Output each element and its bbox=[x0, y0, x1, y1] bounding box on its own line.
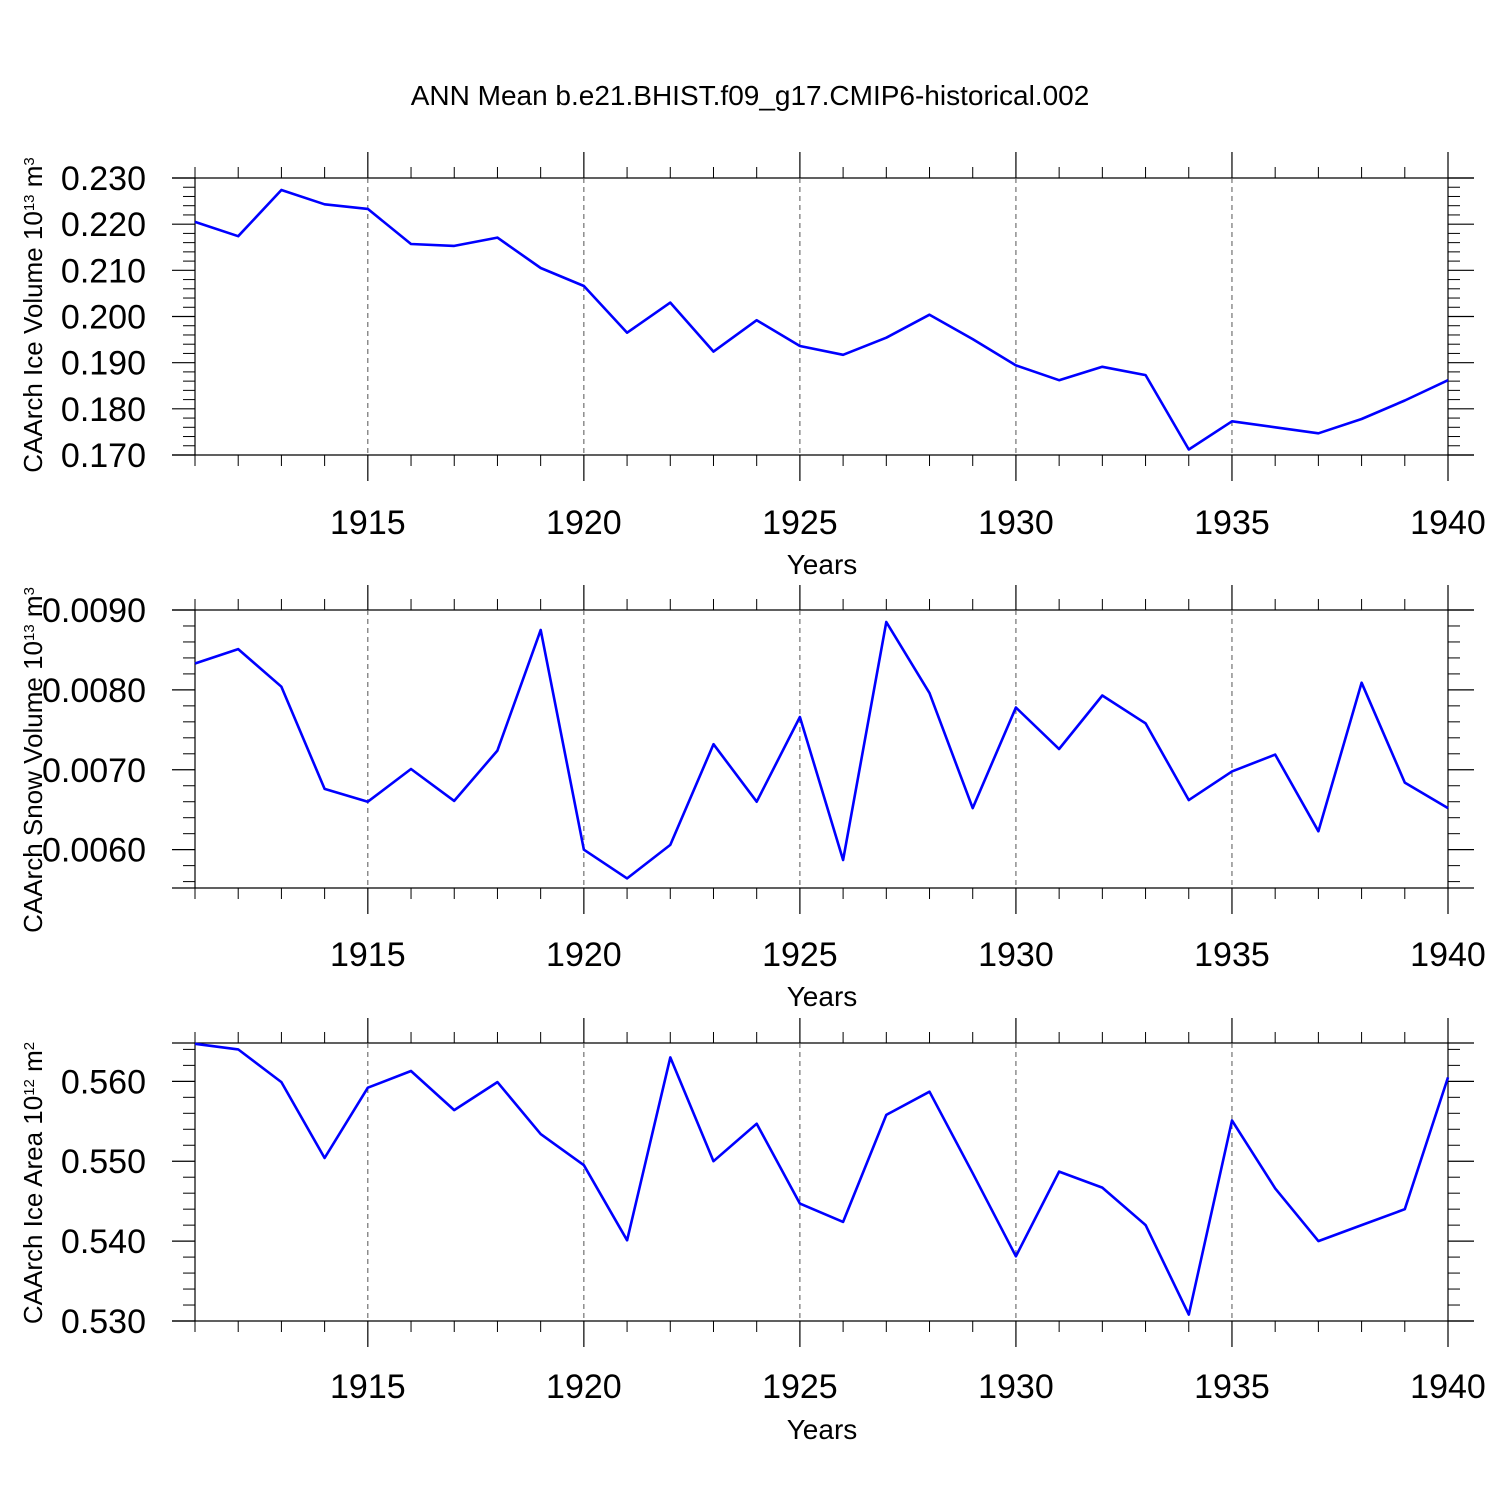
panel3-series-line bbox=[194, 1042, 1450, 1316]
panel2-xtick-label: 1915 bbox=[330, 936, 406, 974]
panel2-ytick-label: 0.0070 bbox=[42, 752, 146, 790]
panel1-xtick-label: 1935 bbox=[1194, 504, 1270, 542]
panel1-y-axis-label: CAArch Ice Volume 1013 m3 bbox=[18, 157, 48, 473]
panel1-ytick-label: 0.170 bbox=[61, 437, 146, 475]
panel3-ytick-label: 0.560 bbox=[61, 1063, 146, 1101]
panel3-ytick-label: 0.550 bbox=[61, 1143, 146, 1181]
panel1-series-line bbox=[194, 188, 1449, 451]
panel3-xtick-label: 1925 bbox=[762, 1368, 838, 1406]
panel1-ytick-label: 0.230 bbox=[61, 160, 146, 198]
panel1-xtick-label: 1915 bbox=[330, 504, 406, 542]
panel1-xtick-label: 1940 bbox=[1410, 504, 1486, 542]
panel2-xtick-label: 1925 bbox=[762, 936, 838, 974]
panel1-ytick-label: 0.200 bbox=[61, 299, 146, 337]
panel2-xtick-label: 1935 bbox=[1194, 936, 1270, 974]
panel1-xtick-label: 1930 bbox=[978, 504, 1054, 542]
panel3-xtick-label: 1920 bbox=[546, 1368, 622, 1406]
panel3-ytick-label: 0.540 bbox=[61, 1223, 146, 1261]
panel1-y-axis-label-text: CAArch Ice Volume 1013 m3 bbox=[18, 157, 48, 473]
figure-title: ANN Mean b.e21.BHIST.f09_g17.CMIP6-histo… bbox=[411, 80, 1090, 111]
panel3-y-axis-label: CAArch Ice Area 1012 m2 bbox=[18, 1042, 48, 1324]
panel1-ytick-label: 0.210 bbox=[61, 252, 146, 290]
panel1-xtick-label: 1925 bbox=[762, 504, 838, 542]
panel2-xtick-label: 1920 bbox=[546, 936, 622, 974]
panel3-y-axis-label-text: CAArch Ice Area 1012 m2 bbox=[18, 1042, 48, 1324]
panel1-ytick-label: 0.180 bbox=[61, 391, 146, 429]
panel2-y-axis-label-text: CAArch Snow Volume 1013 m3 bbox=[18, 587, 48, 933]
panel3-xtick-label: 1915 bbox=[330, 1368, 406, 1406]
panel1-xtick-label: 1920 bbox=[546, 504, 622, 542]
panel1-ytick-label: 0.190 bbox=[61, 345, 146, 383]
panel2-xtick-label: 1940 bbox=[1410, 936, 1486, 974]
panel1-x-axis-label: Years bbox=[787, 549, 858, 580]
panel1-ytick-label: 0.220 bbox=[61, 206, 146, 244]
panel2-ytick-label: 0.0090 bbox=[42, 592, 146, 630]
panel3-xtick-label: 1940 bbox=[1410, 1368, 1486, 1406]
panel2-series-line bbox=[194, 620, 1449, 880]
panel2-xtick-label: 1930 bbox=[978, 936, 1054, 974]
panel3-x-axis-label: Years bbox=[787, 1414, 858, 1445]
panel3-ytick-label: 0.530 bbox=[61, 1303, 146, 1341]
panel3-xtick-label: 1935 bbox=[1194, 1368, 1270, 1406]
panel2-ytick-label: 0.0060 bbox=[42, 832, 146, 870]
panel2-y-axis-label: CAArch Snow Volume 1013 m3 bbox=[18, 587, 48, 933]
panel3-xtick-label: 1930 bbox=[978, 1368, 1054, 1406]
panel2-ytick-label: 0.0080 bbox=[42, 672, 146, 710]
panel2-x-axis-label: Years bbox=[787, 981, 858, 1012]
